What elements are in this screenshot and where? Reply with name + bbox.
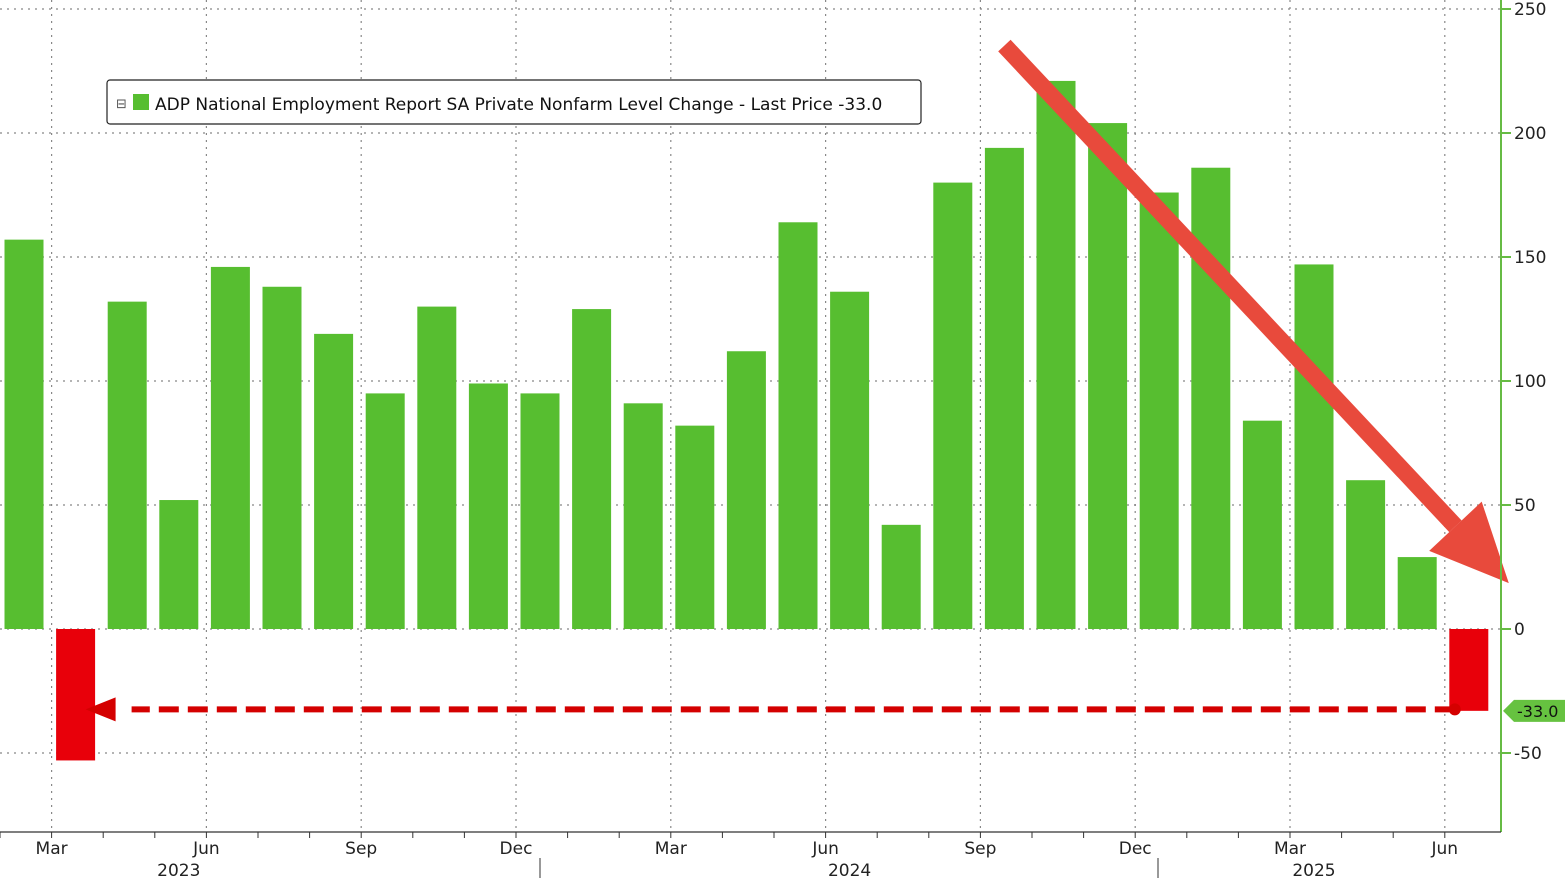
bar — [1139, 192, 1179, 629]
x-year-label: 2024 — [828, 861, 871, 878]
bar — [468, 383, 508, 629]
y-tick-label: 100 — [1514, 372, 1546, 392]
legend-swatch — [133, 94, 149, 110]
bar — [933, 182, 973, 629]
x-year-label: 2023 — [157, 861, 200, 878]
x-month-label: Mar — [36, 839, 68, 859]
x-month-label: Sep — [964, 839, 996, 859]
legend-box — [106, 79, 922, 125]
trend-arrow-shaft — [998, 39, 1462, 533]
x-month-label: Dec — [1119, 839, 1152, 859]
legend: ⊟ ADP National Employment Report SA Priv… — [106, 79, 922, 125]
trend-arrow-head — [1429, 501, 1509, 584]
bar — [675, 425, 715, 629]
bar — [572, 309, 612, 629]
annotations-group — [85, 39, 1509, 722]
x-month-label: Mar — [1274, 839, 1306, 859]
x-axis: Mar Jun Sep Dec Mar Jun Sep Dec Mar Jun 2023 2024 20… — [0, 831, 1501, 878]
last-value-badge-shape — [1503, 699, 1565, 722]
y-axis: 250 200 150 100 50 0 -50 — [1500, 0, 1546, 832]
bar — [1294, 264, 1334, 629]
x-month-label: Jun — [192, 839, 220, 859]
x-month-label: Jun — [811, 839, 839, 859]
dashed-arrow-origin-dot — [1448, 703, 1461, 716]
bar — [107, 301, 147, 629]
last-value-label: -33.0 — [1517, 702, 1558, 721]
y-tick-label: -50 — [1514, 744, 1542, 764]
y-tick-label: 150 — [1514, 248, 1546, 268]
bar — [830, 291, 870, 629]
x-month-label: Mar — [655, 839, 687, 859]
bar — [365, 393, 405, 629]
bar — [984, 147, 1024, 629]
last-value-badge: -33.0 — [1503, 699, 1565, 722]
x-year-label: 2025 — [1292, 861, 1335, 878]
bar — [1036, 80, 1076, 630]
legend-expand-icon[interactable]: ⊟ — [116, 97, 127, 112]
bar — [314, 333, 354, 629]
bar — [726, 351, 766, 629]
bar — [417, 306, 457, 629]
bar — [881, 524, 921, 629]
x-month-label: Dec — [500, 839, 533, 859]
bar — [210, 266, 250, 629]
bar — [623, 403, 663, 629]
bar — [1242, 420, 1282, 629]
bar — [520, 393, 560, 629]
bar — [159, 500, 199, 629]
bar — [56, 629, 96, 761]
legend-label: ADP National Employment Report SA Privat… — [155, 95, 882, 115]
bars-group — [4, 80, 1489, 761]
bar — [4, 239, 44, 629]
x-month-label: Jun — [1431, 839, 1459, 859]
y-tick-label: 0 — [1514, 620, 1525, 640]
bar — [1346, 480, 1386, 629]
bar — [1088, 123, 1128, 629]
y-tick-label: 50 — [1514, 496, 1536, 516]
x-month-label: Sep — [345, 839, 377, 859]
bar — [262, 286, 302, 629]
bar — [1449, 629, 1489, 711]
y-tick-label: 250 — [1514, 0, 1546, 20]
dashed-arrow-head — [85, 697, 116, 722]
y-tick-label: 200 — [1514, 124, 1546, 144]
bar — [1397, 557, 1437, 629]
bar — [778, 222, 818, 629]
bar — [1191, 167, 1231, 629]
